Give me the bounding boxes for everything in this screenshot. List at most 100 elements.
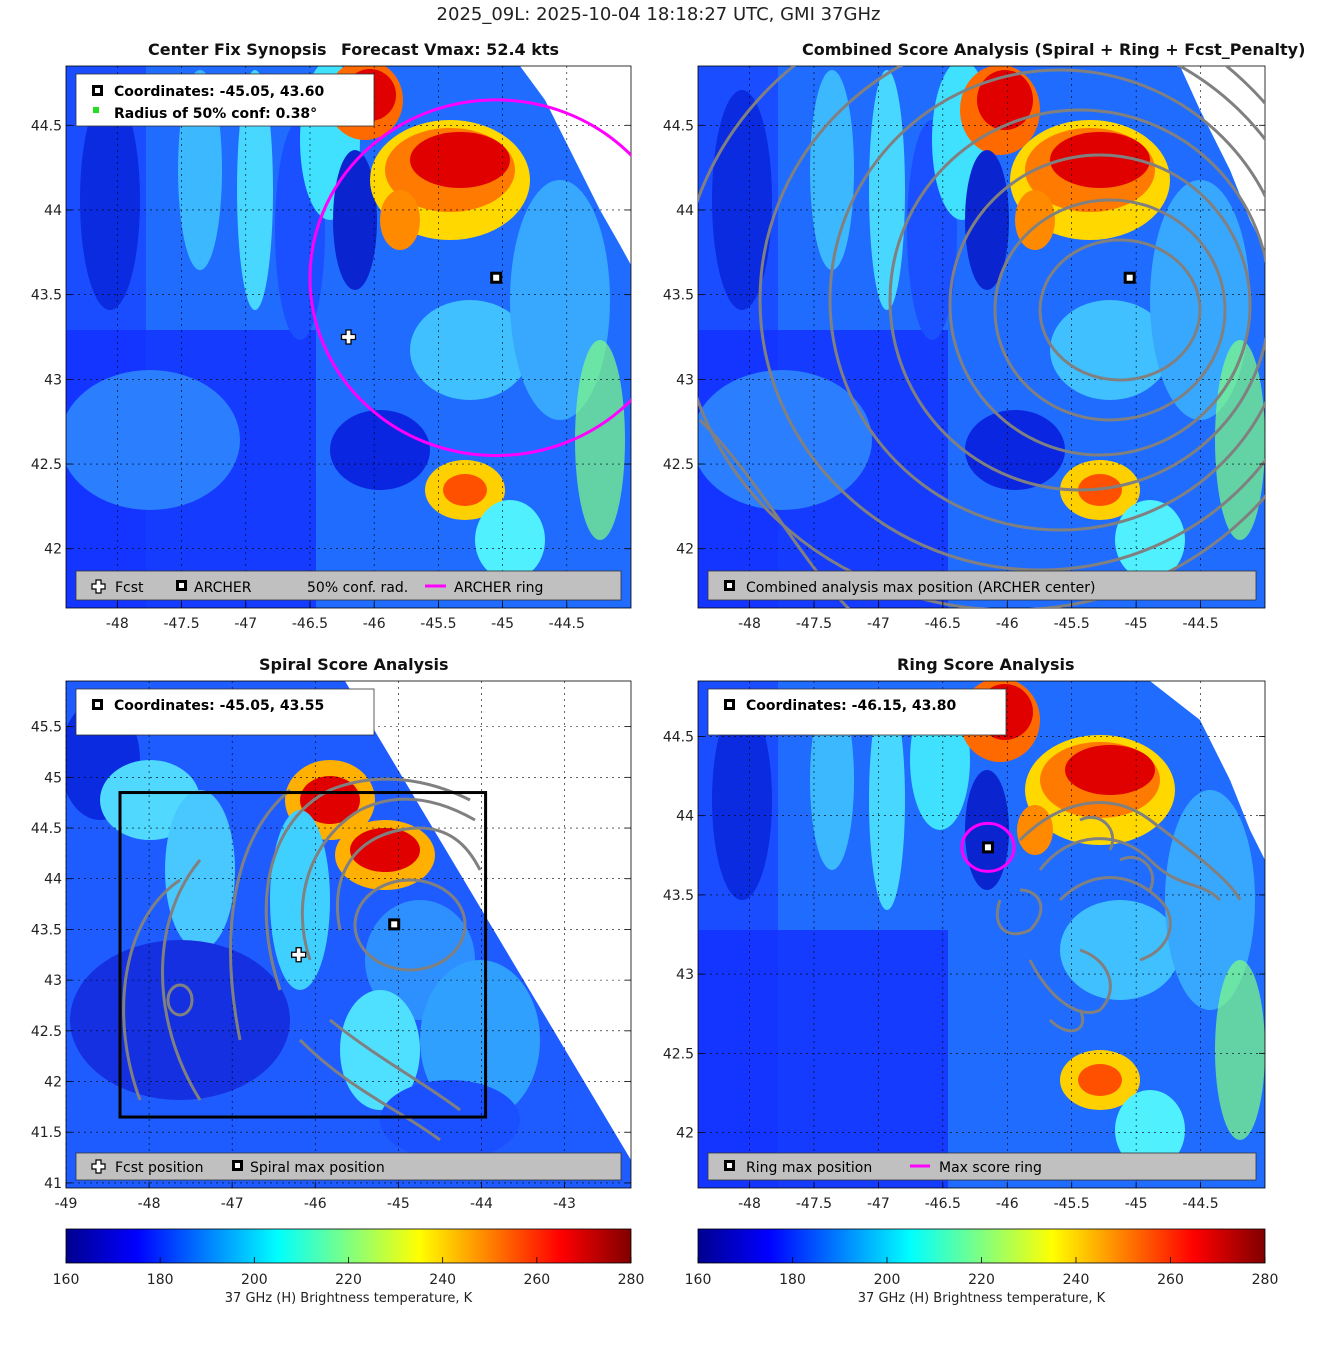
colorbar-tick-label: 220 — [968, 1272, 995, 1288]
colorbar-ticks: 160 180 200 220 240 260 280 160 180 200 220 240 260 2… — [53, 1257, 1278, 1288]
synopsis-legend — [75, 570, 622, 601]
y-tick-label: 44.5 — [663, 118, 694, 134]
colorbar-tick-label: 180 — [147, 1272, 174, 1288]
y-tick-label: 41.5 — [31, 1125, 62, 1141]
y-tick-label: 42.5 — [663, 457, 694, 473]
y-tick-label: 44 — [44, 872, 62, 888]
max-position-marker-inner — [391, 921, 398, 928]
ring-legend — [707, 1152, 1257, 1181]
synopsis-info-line: Radius of 50% conf: 0.38° — [114, 106, 317, 122]
max-position-marker-inner — [984, 844, 991, 851]
combined-contour — [828, 68, 1265, 532]
y-tick-label: 43 — [676, 372, 694, 388]
combined-panel: -48 -47.5 -47 -46.5 -46 -45.5 -45 -44.5 4242.54… — [663, 65, 1266, 632]
spiral-contour — [122, 878, 181, 1101]
y-tick-label: 42.5 — [31, 1024, 62, 1040]
x-tick-label: -45.5 — [420, 616, 456, 632]
colorbar-left-label: 37 GHz (H) Brightness temperature, K — [224, 1291, 473, 1306]
y-tick-label: 44 — [44, 203, 62, 219]
x-tick-label: -46 — [363, 616, 386, 632]
combined-y-ticks: 42 42.5 43 43.5 44 44.5 — [663, 118, 1265, 558]
x-tick-label: -45.5 — [1054, 1196, 1090, 1212]
spiral-legend-label: Fcst position — [115, 1160, 203, 1176]
x-tick-label: -44.5 — [549, 616, 585, 632]
archer-center-marker-inner — [493, 274, 500, 281]
y-tick-label: 42 — [676, 542, 694, 558]
spiral-y-ticks: 41 41.5 42 42.5 43 43.5 44 44.5 45 45.5 — [31, 720, 631, 1192]
x-tick-label: -46 — [996, 1196, 1019, 1212]
spiral-contours — [122, 777, 482, 1142]
forecast-position-marker — [290, 947, 307, 963]
synopsis-marks — [308, 98, 631, 458]
synopsis-x-ticks: -48 -47.5 -47 -46.5 -46 -45.5 -45 -44.5 — [106, 602, 585, 632]
spiral-square-icon-inner — [235, 1163, 240, 1168]
ring-square-icon-inner — [727, 702, 732, 707]
synopsis-y-ticks: 42 42.5 43 43.5 44 44.5 — [31, 118, 631, 558]
x-tick-label: -47 — [867, 1196, 890, 1212]
ring-legend-label: Ring max position — [746, 1160, 872, 1176]
synopsis-legend-label: ARCHER ring — [454, 580, 543, 596]
synopsis-legend-label: Fcst — [115, 580, 144, 596]
colorbar-tick-label: 160 — [685, 1272, 712, 1288]
x-tick-label: -48 — [738, 616, 761, 632]
ring-square-icon-inner — [727, 1163, 732, 1168]
y-tick-label: 42 — [44, 1075, 62, 1091]
ring-axes-frame — [697, 680, 1266, 1189]
synopsis-info-line: Coordinates: -45.05, 43.60 — [114, 84, 324, 100]
x-tick-label: -46.5 — [292, 616, 328, 632]
ring-info-line: Coordinates: -46.15, 43.80 — [746, 698, 956, 714]
colorbar-tick-label: 180 — [779, 1272, 806, 1288]
combined-heatmap — [698, 66, 1265, 608]
x-tick-label: -45 — [491, 616, 514, 632]
conf-radius-dot-icon — [93, 107, 99, 113]
spiral-contour — [353, 878, 467, 972]
y-tick-label: 43.5 — [663, 888, 694, 904]
spiral-legend — [75, 1152, 622, 1181]
archer-square-icon-inner — [95, 88, 100, 93]
x-tick-label: -45.5 — [1054, 616, 1090, 632]
forecast-position-marker — [340, 329, 357, 345]
ring-contour — [1058, 876, 1172, 962]
y-tick-label: 44.5 — [663, 729, 694, 745]
x-tick-label: -44 — [470, 1196, 493, 1212]
ring-legend-label: Max score ring — [939, 1160, 1042, 1176]
colorbar-tick-label: 240 — [1063, 1272, 1090, 1288]
y-tick-label: 41 — [44, 1176, 62, 1192]
y-tick-label: 43 — [676, 967, 694, 983]
spiral-info-line: Coordinates: -45.05, 43.55 — [114, 698, 324, 714]
ring-contour — [1048, 1009, 1085, 1033]
spiral-square-icon-inner — [95, 702, 100, 707]
x-tick-label: -47.5 — [796, 616, 832, 632]
y-tick-label: 44 — [676, 203, 694, 219]
x-tick-label: -46 — [996, 616, 1019, 632]
y-tick-label: 43.5 — [31, 922, 62, 938]
y-tick-label: 42 — [44, 542, 62, 558]
ring-marks — [960, 821, 1016, 873]
y-tick-label: 43.5 — [663, 288, 694, 304]
x-tick-label: -48 — [738, 1196, 761, 1212]
colorbar-tick-label: 260 — [1157, 1272, 1184, 1288]
x-tick-label: -47.5 — [163, 616, 199, 632]
y-tick-label: 44.5 — [31, 821, 62, 837]
spiral-contour — [329, 1018, 461, 1112]
fcst-cross-icon — [91, 579, 106, 594]
synopsis-panel: -48 -47.5 -47 -46.5 -46 -45.5 -45 -44.5 4242.54… — [31, 65, 632, 632]
combined-legend-label: Combined analysis max position (ARCHER c… — [746, 580, 1095, 596]
ring-x-ticks: -48 -47.5 -47 -46.5 -46 -45.5 -45 -44.5 — [738, 1182, 1219, 1212]
spiral-contour — [298, 1038, 441, 1142]
x-tick-label: -47 — [234, 616, 257, 632]
combined-contour — [948, 153, 1252, 457]
x-tick-label: -45 — [1125, 616, 1148, 632]
colorbar-right-label: 37 GHz (H) Brightness temperature, K — [857, 1291, 1106, 1306]
x-tick-label: -47 — [867, 616, 890, 632]
combined-x-ticks: -48 -47.5 -47 -46.5 -46 -45.5 -45 -44.5 — [738, 602, 1219, 632]
combined-contour — [758, 66, 1265, 572]
x-tick-label: -47 — [221, 1196, 244, 1212]
spiral-contour — [166, 983, 194, 1017]
synopsis-legend-label: 50% conf. rad. — [307, 580, 408, 596]
combined-legend — [707, 570, 1257, 601]
synopsis-vmax-title: Forecast Vmax: 52.4 kts — [341, 40, 560, 59]
combined-marks — [1123, 271, 1136, 284]
spiral-x-ticks: -49 -48 -47 -46 -45 -44 -43 — [55, 1182, 576, 1212]
x-tick-label: -46 — [304, 1196, 327, 1212]
